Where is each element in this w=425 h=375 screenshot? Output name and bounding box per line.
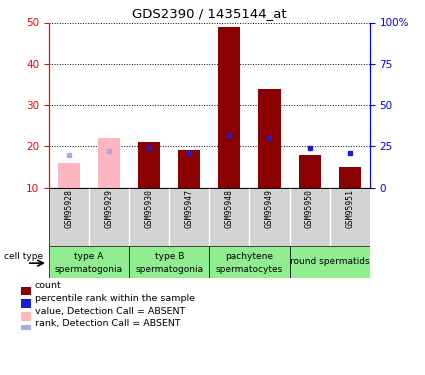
Bar <box>21 312 31 321</box>
Text: type A: type A <box>74 252 104 261</box>
Title: GDS2390 / 1435144_at: GDS2390 / 1435144_at <box>132 7 286 20</box>
Text: value, Detection Call = ABSENT: value, Detection Call = ABSENT <box>35 306 185 315</box>
Bar <box>178 150 200 188</box>
Bar <box>258 88 280 188</box>
Text: GSM95948: GSM95948 <box>225 189 234 228</box>
Text: round spermatids: round spermatids <box>290 257 369 266</box>
Text: rank, Detection Call = ABSENT: rank, Detection Call = ABSENT <box>35 319 181 328</box>
Text: pachytene: pachytene <box>225 252 273 261</box>
Text: GSM95951: GSM95951 <box>345 189 354 228</box>
Bar <box>21 299 31 308</box>
Bar <box>298 154 320 188</box>
Text: GSM95949: GSM95949 <box>265 189 274 228</box>
Text: spermatocytes: spermatocytes <box>216 265 283 274</box>
Text: GSM95930: GSM95930 <box>144 189 154 228</box>
Text: GSM95950: GSM95950 <box>305 189 314 228</box>
Text: spermatogonia: spermatogonia <box>135 265 203 274</box>
Bar <box>289 246 370 278</box>
Bar <box>58 163 80 188</box>
Bar <box>339 167 361 188</box>
Text: GSM95947: GSM95947 <box>185 189 194 228</box>
Bar <box>49 246 129 278</box>
Text: GSM95929: GSM95929 <box>105 189 113 228</box>
Bar <box>21 286 31 296</box>
Text: spermatogonia: spermatogonia <box>55 265 123 274</box>
Bar <box>138 142 160 188</box>
Bar <box>129 246 209 278</box>
Bar <box>218 27 241 188</box>
Text: GSM95928: GSM95928 <box>65 189 74 228</box>
Text: cell type: cell type <box>4 252 43 261</box>
Text: percentile rank within the sample: percentile rank within the sample <box>35 294 195 303</box>
Bar <box>98 138 120 188</box>
Bar <box>209 246 289 278</box>
Bar <box>21 325 31 333</box>
Text: type B: type B <box>155 252 184 261</box>
Text: count: count <box>35 281 62 290</box>
